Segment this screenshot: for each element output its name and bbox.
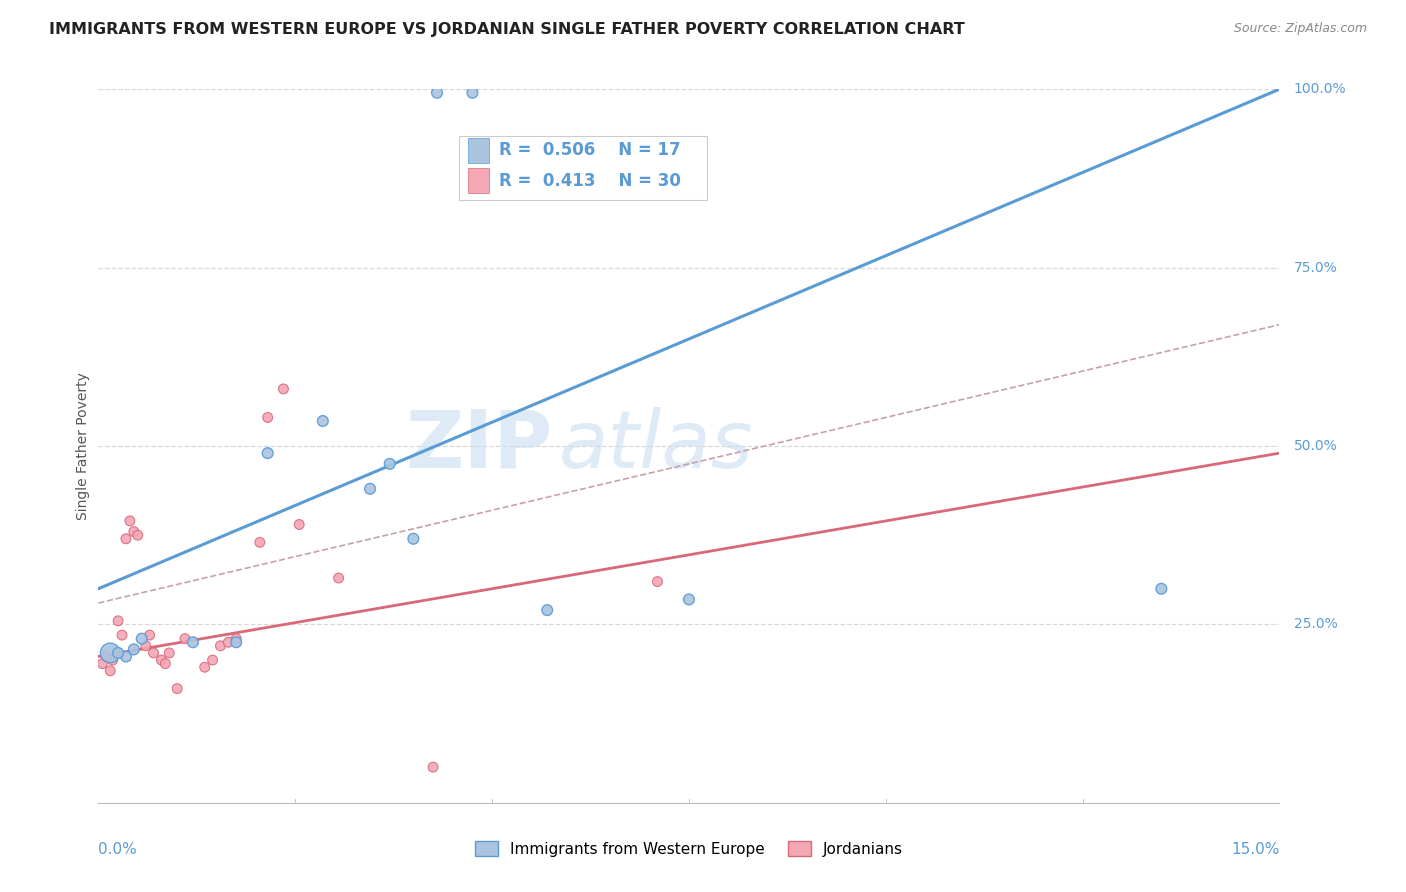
Point xyxy=(256,446,278,460)
Point xyxy=(225,632,247,646)
Text: 50.0%: 50.0% xyxy=(1294,439,1337,453)
Point xyxy=(150,653,173,667)
Y-axis label: Single Father Poverty: Single Father Poverty xyxy=(76,372,90,520)
Point xyxy=(181,635,204,649)
Point xyxy=(225,635,247,649)
Point xyxy=(647,574,669,589)
Point xyxy=(131,632,153,646)
Point xyxy=(217,635,239,649)
Point xyxy=(127,528,149,542)
Point xyxy=(115,532,138,546)
Text: 100.0%: 100.0% xyxy=(1294,82,1347,96)
Point xyxy=(166,681,188,696)
Text: 75.0%: 75.0% xyxy=(1294,260,1337,275)
Point xyxy=(678,592,700,607)
Text: 25.0%: 25.0% xyxy=(1294,617,1337,632)
Point xyxy=(288,517,311,532)
Point xyxy=(98,646,121,660)
Point xyxy=(122,642,145,657)
Text: IMMIGRANTS FROM WESTERN EUROPE VS JORDANIAN SINGLE FATHER POVERTY CORRELATION CH: IMMIGRANTS FROM WESTERN EUROPE VS JORDAN… xyxy=(49,22,965,37)
Point xyxy=(91,657,114,671)
Point xyxy=(256,410,278,425)
Point xyxy=(273,382,295,396)
Point xyxy=(426,86,449,100)
Point xyxy=(378,457,401,471)
Point xyxy=(249,535,271,549)
Point xyxy=(142,646,165,660)
Point xyxy=(122,524,145,539)
Point xyxy=(138,628,160,642)
Point xyxy=(157,646,180,660)
Point xyxy=(328,571,350,585)
Point xyxy=(422,760,444,774)
Point xyxy=(209,639,232,653)
Point xyxy=(115,649,138,664)
Text: ZIP: ZIP xyxy=(406,407,553,485)
Point xyxy=(118,514,141,528)
Point xyxy=(135,639,157,653)
Text: 0.0%: 0.0% xyxy=(98,842,138,857)
Point xyxy=(201,653,224,667)
Point xyxy=(402,532,425,546)
Point xyxy=(194,660,217,674)
Point xyxy=(111,628,134,642)
Point xyxy=(536,603,558,617)
Point xyxy=(101,653,124,667)
Legend: Immigrants from Western Europe, Jordanians: Immigrants from Western Europe, Jordania… xyxy=(468,835,910,863)
Point xyxy=(98,664,121,678)
Text: R =  0.506    N = 17: R = 0.506 N = 17 xyxy=(499,141,681,159)
Point xyxy=(96,649,118,664)
Point xyxy=(461,86,484,100)
Point xyxy=(1150,582,1173,596)
Text: R =  0.413    N = 30: R = 0.413 N = 30 xyxy=(499,172,681,190)
Text: atlas: atlas xyxy=(560,407,754,485)
Point xyxy=(107,646,129,660)
Point xyxy=(155,657,177,671)
Text: Source: ZipAtlas.com: Source: ZipAtlas.com xyxy=(1233,22,1367,36)
Text: 15.0%: 15.0% xyxy=(1232,842,1279,857)
Point xyxy=(312,414,335,428)
Point xyxy=(107,614,129,628)
Point xyxy=(174,632,197,646)
Point xyxy=(359,482,381,496)
